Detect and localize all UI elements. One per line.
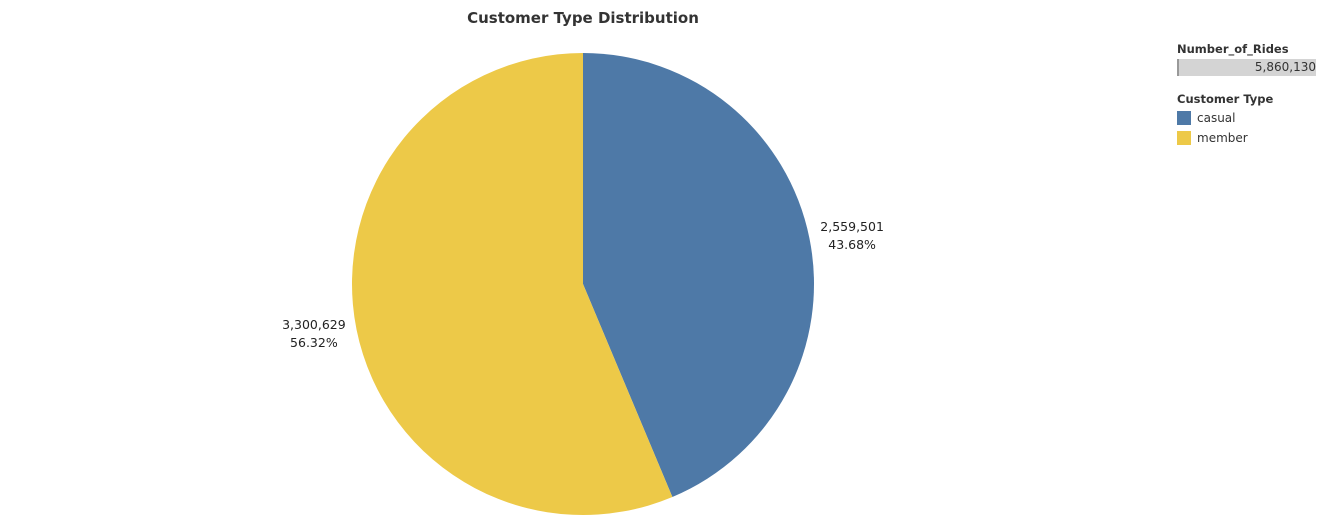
color-legend-title: Customer Type xyxy=(1177,92,1274,106)
legend-item-member[interactable]: member xyxy=(1177,130,1317,146)
slice-percent-label-casual: 43.68% xyxy=(828,237,876,252)
legend-swatch-member xyxy=(1177,131,1191,145)
legend-swatch-casual xyxy=(1177,111,1191,125)
pie-slice-member[interactable] xyxy=(351,52,673,516)
legend-label-member: member xyxy=(1197,131,1248,145)
pie-slice-casual[interactable] xyxy=(583,53,814,498)
legend-item-casual[interactable]: casual xyxy=(1177,110,1317,126)
slice-percent-label-member: 56.32% xyxy=(290,335,338,350)
slice-value-label-member: 3,300,629 xyxy=(282,317,346,332)
legend: Number_of_Rides 5,860,130 Customer Type … xyxy=(1177,42,1317,146)
size-legend-title: Number_of_Rides xyxy=(1177,42,1289,56)
legend-label-casual: casual xyxy=(1197,111,1236,125)
chart-title: Customer Type Distribution xyxy=(467,9,699,27)
slice-value-label-casual: 2,559,501 xyxy=(820,219,884,234)
size-legend-value: 5,860,130 xyxy=(1254,60,1316,74)
pie-chart: 2,559,501 43.68% 3,300,629 56.32% xyxy=(282,52,884,516)
size-legend-bar: 5,860,130 xyxy=(1177,59,1316,76)
